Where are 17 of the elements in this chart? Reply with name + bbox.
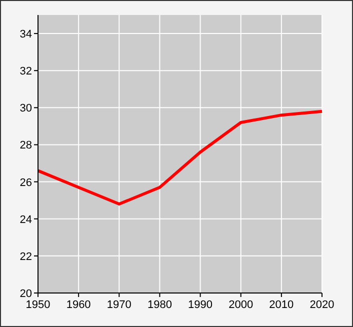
x-tick-label: 1990: [188, 299, 213, 311]
x-tick-label: 1950: [26, 299, 50, 311]
x-tick-label: 2020: [310, 299, 334, 311]
y-tick-label: 26: [20, 176, 32, 189]
x-tick-label: 1970: [106, 299, 132, 311]
y-tick-label: 32: [20, 66, 32, 78]
x-tick-label: 1980: [147, 299, 172, 311]
x-tick-label: 2010: [269, 299, 294, 311]
line-series: [36, 110, 324, 206]
x-tick-label: 1960: [66, 299, 91, 311]
y-tick-label: 24: [20, 214, 32, 226]
y-tick-label: 22: [20, 250, 32, 263]
y-tick-label: 28: [20, 140, 32, 152]
x-tick-label: 2000: [228, 299, 254, 311]
y-tick-label: 30: [20, 102, 32, 115]
y-tick-label: 20: [20, 288, 32, 300]
y-tick-label: 34: [20, 28, 32, 41]
